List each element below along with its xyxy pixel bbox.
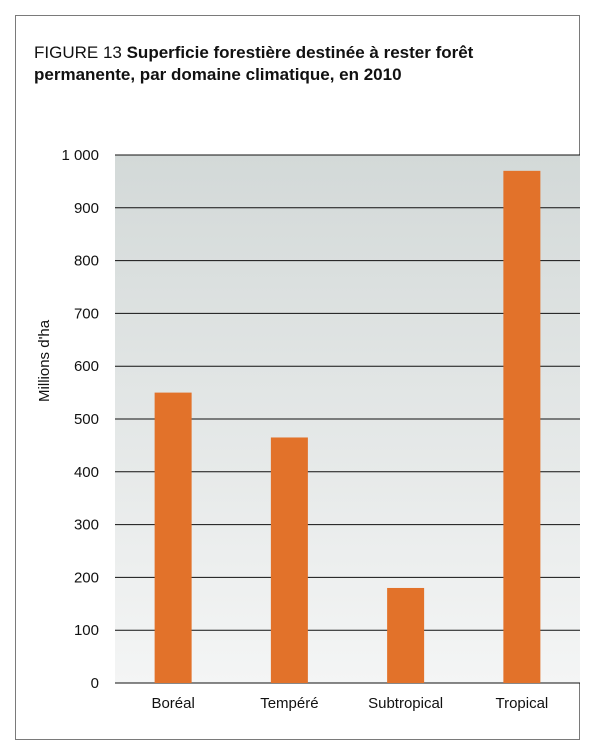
y-tick-label: 0 [91,675,99,692]
y-tick-label: 700 [74,305,99,322]
y-axis-ticks: 0 100 200 300 400 500 600 700 800 900 1 000 [61,147,99,692]
bar-1 [270,437,308,683]
x-tick-label: Tropical [495,695,548,712]
bars [154,170,541,684]
y-tick-label: 400 [74,464,99,481]
y-tick-label: 900 [74,200,99,217]
y-tick-label: 800 [74,253,99,270]
figure-title-text: Superficie forestière destinée à rester … [34,43,474,84]
y-tick-label: 500 [74,411,99,428]
y-tick-label: 300 [74,517,99,534]
figure-number: FIGURE 13 [34,43,122,62]
y-axis-label: Millions d'ha [36,319,53,402]
bar-0 [154,392,192,683]
y-tick-label: 1 000 [61,147,99,164]
x-tick-label: Subtropical [368,695,443,712]
y-tick-label: 100 [74,622,99,639]
bar-3 [503,170,541,684]
figure-title: FIGURE 13 Superficie forestière destinée… [34,42,554,86]
y-tick-label: 200 [74,569,99,586]
x-tick-label: Tempéré [260,695,318,712]
x-axis-ticks: Boréal Tempéré Subtropical Tropical [151,695,548,712]
y-tick-label: 600 [74,358,99,375]
x-tick-label: Boréal [151,695,194,712]
gridlines [115,154,580,684]
bar-2 [387,587,425,683]
